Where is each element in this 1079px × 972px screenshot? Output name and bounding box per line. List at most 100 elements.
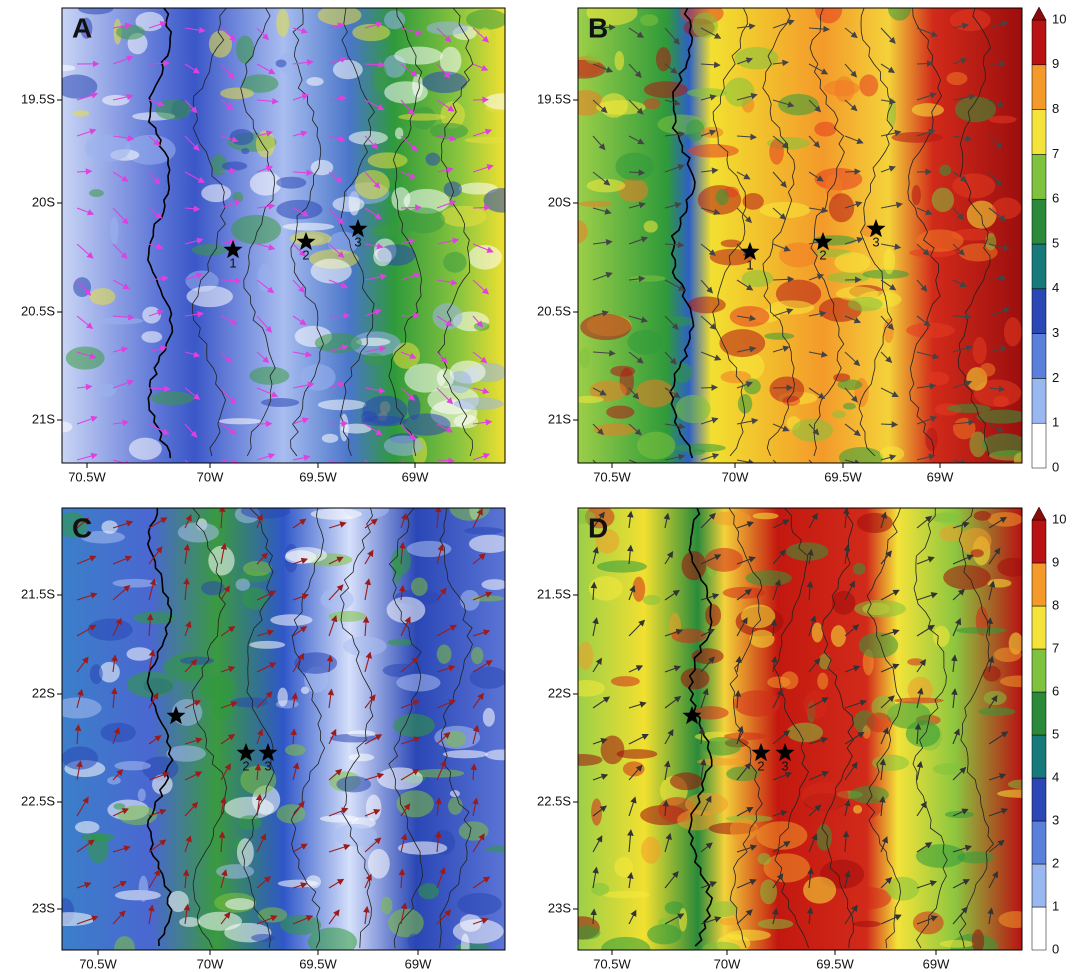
field-patch (982, 433, 1027, 455)
field-patch (238, 815, 262, 830)
field-patch (967, 201, 997, 229)
field-patch (628, 330, 664, 355)
field-patch (485, 749, 516, 760)
field-patch (408, 934, 420, 949)
field-patch (744, 379, 761, 395)
field-patch (834, 76, 854, 102)
field-patch (912, 185, 921, 205)
field-patch (593, 424, 635, 437)
field-patch (719, 918, 738, 926)
field-patch (614, 857, 633, 878)
colorbar-segment (1032, 864, 1046, 907)
field-patch (315, 333, 362, 353)
station-label: 1 (746, 257, 753, 272)
field-patch (912, 103, 944, 116)
field-patch (579, 348, 590, 369)
colorbar-label: 10 (1052, 11, 1066, 26)
field-patch (946, 72, 967, 85)
field-patch (952, 173, 995, 198)
colorbar-segment (1032, 244, 1046, 289)
field-patch (817, 673, 828, 690)
field-patch (829, 193, 854, 222)
colorbar-segment (1032, 289, 1046, 334)
field-patch (231, 215, 281, 244)
station-label: 3 (264, 758, 271, 773)
field-patch (943, 565, 990, 590)
field-patch (568, 90, 604, 116)
x-tick-label: 69.5W (299, 956, 337, 971)
field-patch (96, 318, 143, 325)
field-patch (236, 578, 250, 590)
field-patch (156, 99, 191, 120)
field-patch (368, 152, 408, 168)
field-patch (843, 403, 856, 410)
field-patch (723, 587, 765, 599)
x-tick-label: 69.5W (299, 469, 337, 484)
field-patch (606, 405, 634, 418)
field-patch (366, 795, 381, 821)
field-patch (632, 577, 645, 602)
field-patch (758, 919, 794, 929)
figure: A70.5W70W69.5W69W19.5S20S20.5S21S123B70.… (0, 0, 1079, 972)
field-patch (426, 153, 441, 166)
field-patch (129, 438, 162, 460)
field-patch (932, 188, 954, 213)
field-patch (891, 132, 942, 143)
field-patch (225, 898, 255, 910)
colorbar-label: 8 (1052, 101, 1059, 116)
field-patch (198, 912, 242, 931)
colorbar-label: 7 (1052, 640, 1059, 655)
colorbar-label: 5 (1052, 726, 1059, 741)
x-tick-label: 69W (923, 956, 950, 971)
field-patch (180, 657, 214, 665)
colorbar-label: 1 (1052, 415, 1059, 430)
y-tick-label: 20.5S (537, 303, 571, 318)
field-patch (997, 558, 1029, 577)
field-patch (285, 744, 306, 756)
field-patch (764, 333, 794, 340)
y-tick-label: 20S (548, 194, 571, 209)
colorbar-label: 7 (1052, 146, 1059, 161)
y-tick-label: 19.5S (537, 91, 571, 106)
field-patch (396, 790, 434, 817)
field-patch (127, 647, 153, 661)
field-patch (724, 78, 754, 107)
field-patch (973, 337, 987, 364)
y-tick-label: 22.5S (21, 793, 55, 808)
colorbar-label: 9 (1052, 554, 1059, 569)
y-tick-label: 20S (32, 194, 55, 209)
field-patch (461, 934, 470, 959)
field-patch (686, 119, 705, 141)
colorbar-extension (1032, 507, 1046, 520)
field-patch (916, 229, 963, 251)
field-patch (778, 94, 819, 115)
map-field (560, 0, 1033, 476)
field-patch (222, 162, 248, 171)
x-tick-label: 70.5W (593, 956, 631, 971)
field-patch (276, 177, 306, 189)
field-patch (644, 220, 658, 232)
y-tick-label: 21S (548, 411, 571, 426)
field-patch (311, 508, 362, 519)
map-field (43, 495, 518, 960)
field-patch (388, 639, 413, 646)
field-patch (251, 934, 275, 942)
colorbar-label: 5 (1052, 235, 1059, 250)
field-patch (336, 776, 371, 792)
field-patch (974, 511, 991, 521)
colorbar-segment (1032, 520, 1046, 563)
field-patch (760, 202, 811, 218)
field-patch (73, 277, 91, 297)
field-patch (738, 394, 752, 414)
field-patch (801, 782, 848, 810)
field-patch (712, 511, 751, 525)
y-tick-label: 21S (32, 411, 55, 426)
field-patch (114, 936, 135, 960)
field-patch (925, 428, 938, 451)
map-panel: B70.5W70W69.5W69W19.5S20S20.5S21S123 (537, 0, 1032, 484)
field-patch (617, 749, 658, 759)
field-patch (670, 772, 702, 790)
colorbar-segment (1032, 423, 1046, 468)
field-patch (603, 891, 651, 899)
field-patch (641, 837, 661, 864)
